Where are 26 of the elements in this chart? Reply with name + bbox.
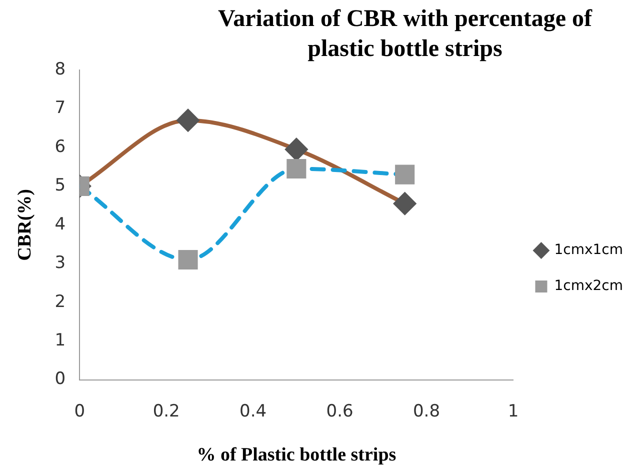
y-tick-label: 4 (54, 214, 66, 234)
y-tick-label: 3 (54, 253, 66, 274)
y-tick-label: 6 (54, 136, 66, 157)
legend-label: 1cmx2cm (554, 278, 624, 294)
y-tick-label: 5 (54, 176, 66, 196)
chart-title: Variation of CBR with percentage of plastic bottle strips (217, 5, 594, 64)
y-tick-label: 0 (54, 369, 66, 390)
x-tick-label: 0.6 (326, 401, 354, 422)
point (177, 109, 200, 132)
point (395, 164, 415, 184)
point (178, 250, 198, 270)
y-tick-label: 7 (54, 98, 66, 118)
point (286, 158, 306, 179)
legend-label: 1cmx1cm (554, 242, 624, 258)
point (285, 138, 308, 160)
y-tick-label: 8 (54, 59, 66, 80)
x-tick-label: 0.2 (152, 401, 180, 422)
x-tick-label: 0.8 (412, 401, 440, 422)
x-tick-label: 1 (508, 401, 519, 422)
point (394, 192, 416, 215)
y-tick-label: 1 (54, 330, 66, 350)
x-axis-title: % of Plastic bottle strips (196, 444, 396, 466)
x-tick-label: 0.4 (240, 401, 267, 422)
y-axis-title: CBR(%) (14, 189, 36, 261)
y-tick-label: 2 (54, 292, 66, 312)
x-tick-label: 0 (74, 401, 86, 422)
